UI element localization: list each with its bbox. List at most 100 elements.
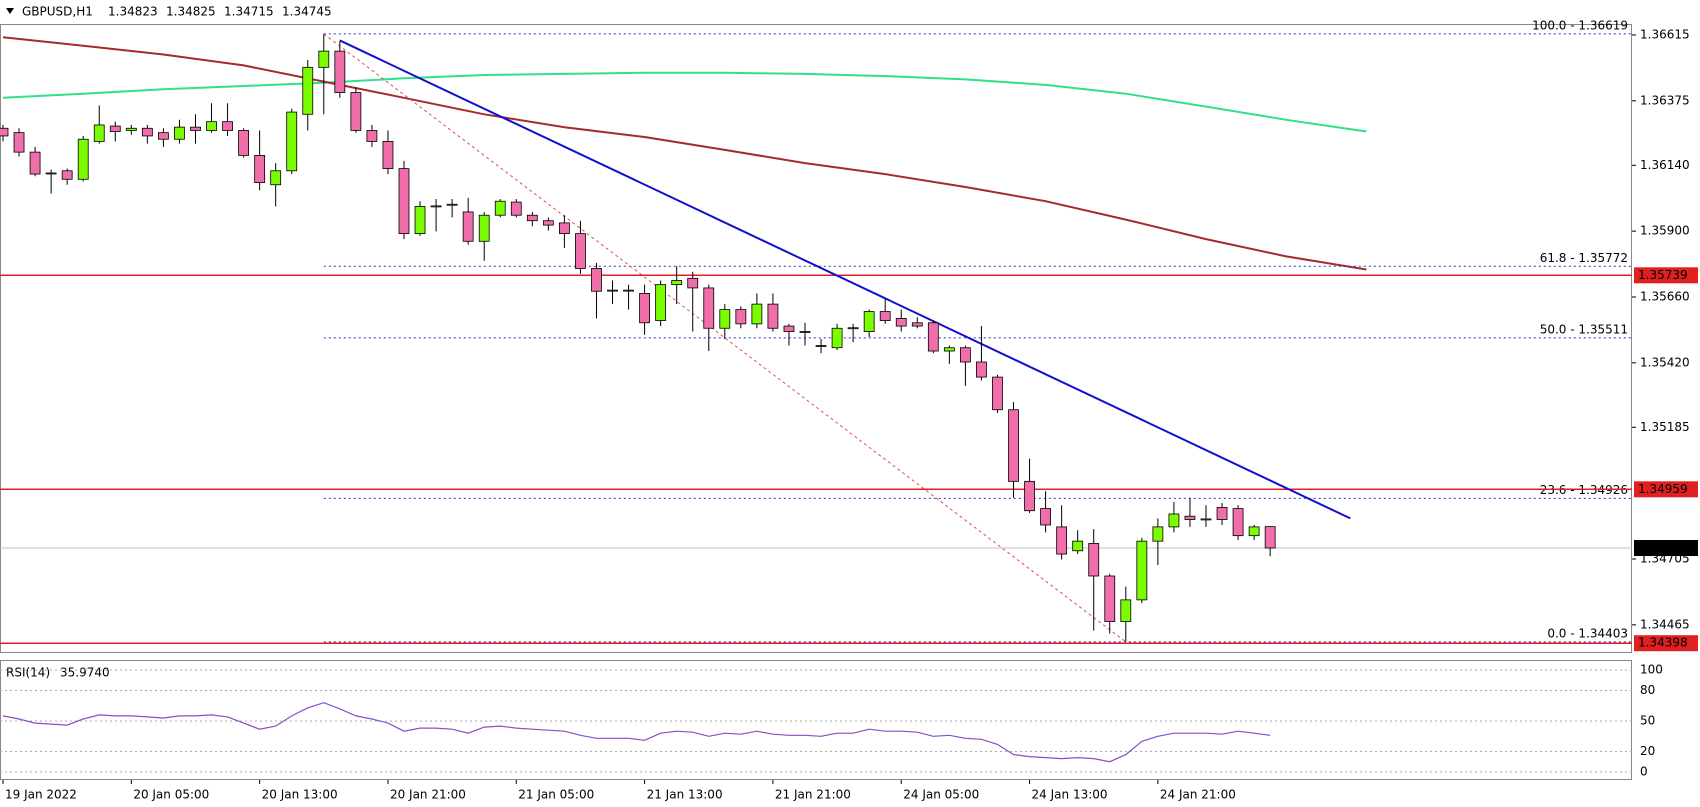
candle-body [976,361,987,378]
x-tick-label: 20 Jan 21:00 [390,788,466,802]
candle-body [398,168,410,235]
candle-body [350,92,362,131]
candle-body [1136,540,1148,601]
candle-body [254,155,266,183]
candle-body [1248,526,1260,537]
candle-body [109,125,121,132]
candle-body [575,233,586,269]
candle-body [526,214,538,222]
candle-body [334,50,346,93]
candle-body [238,130,250,156]
candle-body [1264,526,1276,549]
candle-body [703,287,715,329]
y-tick-label: 1.36140 [1640,158,1690,172]
candle-body [927,322,939,352]
price-tag [1634,540,1698,557]
candle-body [863,311,875,332]
candle-body [141,127,153,137]
fib-label: 61.8 - 1.35772 [1540,251,1628,265]
candle-body [1056,526,1068,555]
candle-body [847,327,859,330]
candle-body [751,303,763,325]
candle-body [1088,542,1100,577]
candle-body [623,289,634,292]
moving-average [2,36,1367,271]
fib-label: 0.0 - 1.34403 [1547,626,1628,640]
y-tick-label: 1.36615 [1640,27,1690,41]
candle-body [446,203,458,206]
y-tick-label: 1.36375 [1640,93,1690,107]
candle-body [302,66,314,115]
candle-body [1104,575,1116,622]
candle-body [93,124,105,142]
ohlc-low: 1.34715 [224,5,274,19]
level-tag [1634,267,1698,284]
x-tick-label: 21 Jan 05:00 [518,788,594,802]
candle-body [1216,507,1228,520]
x-tick-label: 24 Jan 21:00 [1160,788,1236,802]
candle-body [430,205,442,208]
candle-body [1072,540,1084,552]
rsi-value: 35.9740 [60,666,110,680]
candle-body [1024,480,1035,512]
candle-body [735,309,747,325]
trendline [339,39,1351,520]
candle-body [1152,526,1164,542]
x-tick-label: 20 Jan 05:00 [133,788,209,802]
level-tag [1634,635,1698,652]
candle-body [895,317,907,327]
rsi-line [2,702,1271,763]
moving-average [2,71,1367,133]
level-tag-label: 1.34398 [1638,636,1688,650]
x-tick-label: 24 Jan 05:00 [903,788,979,802]
candle-body [607,289,618,292]
x-tick-label: 20 Jan 13:00 [262,788,338,802]
y-tick-label: 1.35660 [1640,289,1690,303]
candle-body [1040,508,1051,526]
candle-body [767,303,779,329]
candle-body [318,50,330,68]
candle-body [671,280,683,286]
fib-label: 100.0 - 1.36619 [1532,18,1628,32]
ohlc-close: 1.34745 [282,5,332,19]
rsi-tick-label: 100 [1640,663,1663,677]
y-tick-label: 1.34465 [1640,617,1690,631]
rsi-label: RSI(14) [6,666,50,680]
candle-body [639,293,650,324]
rsi-pane [0,660,1632,780]
candle-body [1232,508,1244,537]
candle-body [911,322,923,327]
level-tag-label: 1.35739 [1638,268,1688,282]
price-tag-label: 1.34745 [1638,541,1688,555]
candle-body [1184,515,1196,520]
candle-body [174,126,185,140]
candle-body [382,141,394,169]
candle-body [783,325,795,332]
candle-body [992,376,1003,411]
menu-arrow[interactable] [6,8,14,14]
candle-body [462,211,474,242]
candle-body [879,311,891,321]
y-tick-label: 1.35900 [1640,224,1690,238]
x-tick-label: 24 Jan 13:00 [1032,788,1108,802]
candle-body [542,220,554,226]
candle-body [559,222,570,235]
candle-body [1120,599,1132,622]
x-tick-label: 21 Jan 13:00 [647,788,723,802]
ohlc-high: 1.34825 [166,5,216,19]
candle-body [0,127,9,137]
candle-body [270,170,282,186]
ohlc-open: 1.34823 [108,5,158,19]
candle-body [719,309,731,329]
candle-body [29,151,41,175]
candle-body [61,170,73,180]
y-tick-label: 1.35420 [1640,355,1690,369]
candle-body [831,327,843,349]
x-tick-label: 21 Jan 21:00 [775,788,851,802]
candle-body [1200,518,1212,521]
candle-body [190,126,201,131]
price-pane [0,24,1632,653]
